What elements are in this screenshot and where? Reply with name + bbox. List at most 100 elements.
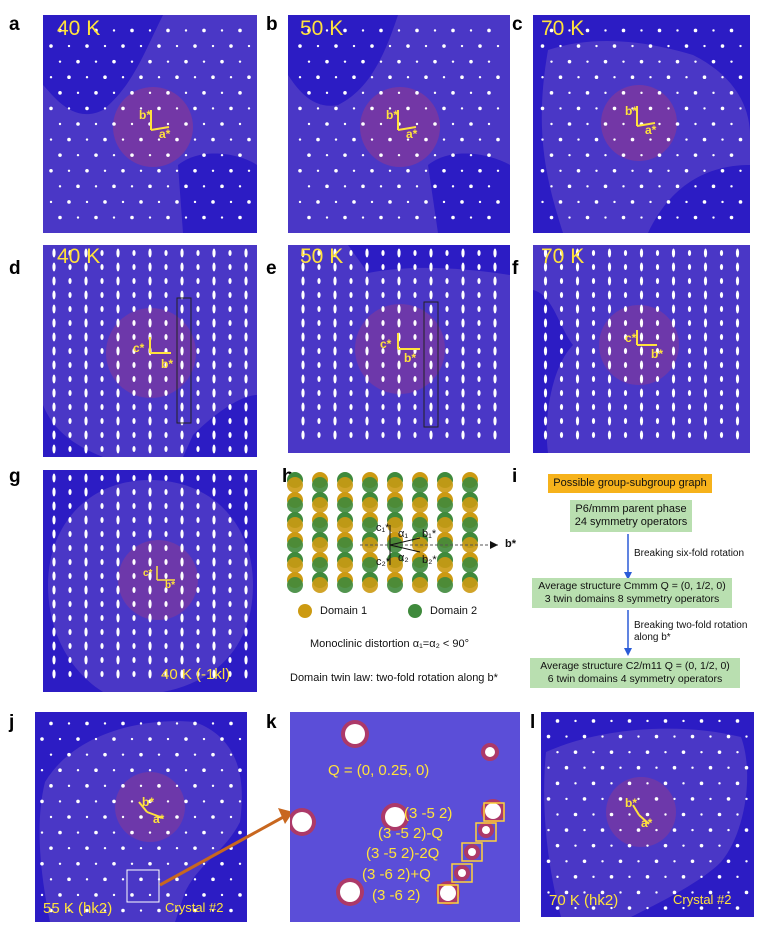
bragg-spot bbox=[646, 906, 649, 910]
axis-a-star-a: a* bbox=[159, 127, 171, 141]
diffraction-streak bbox=[607, 346, 612, 356]
bragg-spot bbox=[175, 815, 179, 819]
bragg-spot bbox=[397, 184, 401, 189]
diffraction-streak bbox=[333, 332, 337, 342]
domain-dot bbox=[337, 537, 353, 553]
bragg-spot bbox=[58, 153, 62, 157]
axis-c-star-g: c* bbox=[143, 568, 153, 579]
bragg-spot bbox=[148, 831, 152, 834]
diffraction-streak bbox=[607, 276, 612, 286]
diffraction-streak bbox=[333, 318, 337, 328]
bragg-spot bbox=[541, 200, 544, 204]
bragg-spot bbox=[424, 169, 428, 172]
diffraction-streak bbox=[180, 318, 184, 328]
diffraction-streak bbox=[52, 557, 56, 567]
bragg-spot bbox=[193, 784, 197, 788]
diffraction-streak bbox=[461, 346, 465, 356]
diffraction-streak bbox=[52, 388, 56, 398]
diffraction-streak bbox=[212, 543, 216, 553]
diffraction-streak bbox=[180, 388, 184, 398]
bragg-spot bbox=[76, 861, 80, 866]
diffraction-streak bbox=[413, 292, 417, 298]
diffraction-streak bbox=[212, 599, 216, 609]
diffraction-streak bbox=[84, 599, 88, 609]
diffraction-streak bbox=[687, 264, 692, 270]
diffraction-streak bbox=[164, 292, 168, 298]
diffraction-streak bbox=[244, 571, 248, 581]
bragg-spot bbox=[567, 184, 572, 189]
bragg-spot bbox=[583, 766, 586, 769]
diffraction-streak bbox=[413, 418, 417, 424]
diffraction-streak bbox=[52, 318, 56, 328]
bragg-spot bbox=[85, 106, 89, 111]
diffraction-streak bbox=[148, 571, 152, 581]
domain-dot bbox=[362, 577, 378, 593]
bragg-spot bbox=[664, 875, 667, 879]
bragg-spot bbox=[370, 200, 374, 204]
bragg-spot bbox=[298, 106, 302, 111]
diffraction-streak bbox=[164, 615, 168, 621]
bragg-spot bbox=[618, 797, 623, 801]
diffraction-streak bbox=[244, 613, 248, 623]
bragg-spot bbox=[58, 737, 62, 741]
diffraction-streak bbox=[180, 501, 184, 511]
bragg-spot bbox=[175, 107, 179, 110]
bragg-spot bbox=[184, 184, 188, 189]
diffraction-streak bbox=[607, 430, 612, 440]
diffraction-streak bbox=[52, 655, 56, 665]
c2m11-box: Average structure C2/m11 Q = (0, 1/2, 0)… bbox=[530, 658, 740, 688]
bragg-spot bbox=[628, 813, 631, 816]
diffraction-streak bbox=[445, 404, 449, 410]
bragg-spot bbox=[726, 797, 731, 801]
bragg-spot bbox=[676, 153, 679, 157]
bragg-spot bbox=[334, 168, 338, 173]
bragg-spot bbox=[388, 169, 392, 172]
diffraction-streak bbox=[317, 362, 321, 368]
diffraction-streak bbox=[655, 348, 660, 354]
bragg-spot bbox=[478, 200, 482, 204]
bragg-spot bbox=[112, 861, 116, 866]
diffraction-streak bbox=[413, 334, 417, 340]
diffraction-streak bbox=[317, 320, 321, 326]
bragg-spot bbox=[58, 91, 62, 95]
bragg-spot bbox=[726, 734, 731, 739]
bragg-spot bbox=[693, 153, 698, 157]
bragg-spot bbox=[442, 76, 446, 79]
bragg-spot bbox=[666, 75, 671, 80]
bragg-spot bbox=[94, 215, 98, 220]
peak-3-6-2-plus-q: (3 -6 2)+Q bbox=[362, 866, 431, 883]
diffraction-streak bbox=[397, 276, 401, 286]
bragg-spot bbox=[682, 906, 685, 910]
diffraction-panel-c: 70 K b* a* bbox=[533, 15, 750, 233]
bragg-spot bbox=[229, 846, 233, 850]
bragg-spot bbox=[166, 768, 170, 773]
diffraction-streak bbox=[477, 362, 481, 368]
diffraction-streak bbox=[703, 332, 708, 342]
peak-3-5-2: (3 -5 2) bbox=[404, 805, 453, 822]
diffraction-streak bbox=[132, 531, 136, 537]
bragg-spot bbox=[334, 200, 338, 204]
diffraction-streak bbox=[148, 655, 152, 665]
diffraction-streak bbox=[655, 278, 660, 284]
bragg-spot bbox=[613, 76, 616, 79]
bragg-spot bbox=[406, 168, 410, 173]
bragg-spot bbox=[220, 122, 224, 126]
diffraction-streak bbox=[333, 402, 337, 412]
bragg-spot bbox=[370, 138, 374, 141]
diffraction-streak bbox=[132, 671, 136, 677]
diffraction-streak bbox=[607, 416, 612, 426]
bragg-spot bbox=[666, 137, 671, 142]
bragg-spot bbox=[406, 44, 410, 48]
diffraction-streak bbox=[429, 430, 433, 440]
temp-label-f: 70 K bbox=[541, 245, 585, 268]
bragg-spot bbox=[49, 44, 53, 48]
bragg-spot bbox=[238, 185, 242, 188]
domain2-label: Domain 2 bbox=[430, 605, 478, 617]
diffraction-streak bbox=[461, 318, 465, 328]
diffraction-streak bbox=[116, 473, 120, 483]
bragg-peak bbox=[458, 869, 466, 877]
bragg-spot bbox=[433, 122, 437, 126]
diffraction-streak bbox=[477, 418, 481, 424]
bragg-spot bbox=[739, 169, 742, 172]
diffraction-streak bbox=[244, 655, 248, 665]
